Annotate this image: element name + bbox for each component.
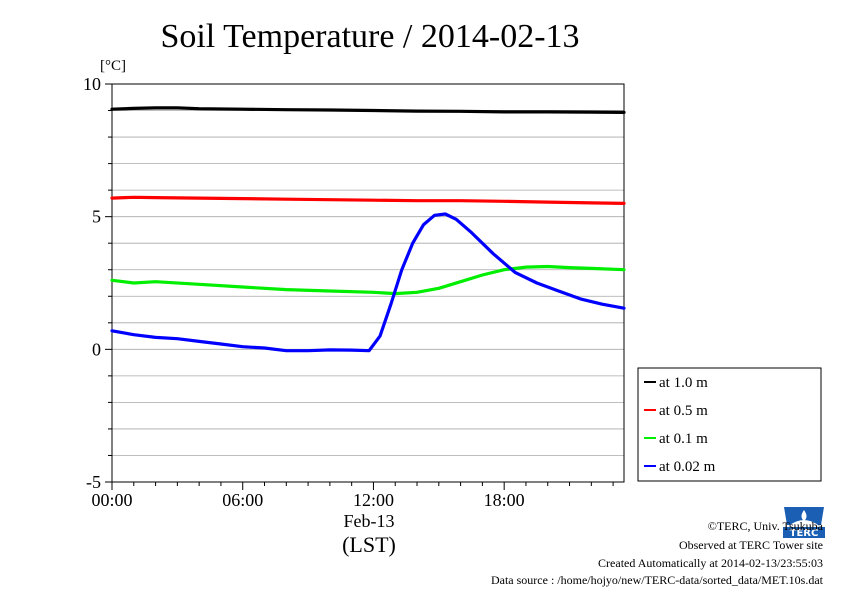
legend-box: [637, 367, 822, 482]
legend-label: at 0.1 m: [659, 431, 708, 447]
x-date-label: Feb-13: [344, 511, 395, 531]
series-line: [110, 106, 626, 115]
series-lines: [110, 106, 626, 353]
axes: 10 5 0 -500:00 06:00 12:00 18:00: [83, 74, 614, 510]
legend-label: at 0.5 m: [659, 403, 708, 419]
site-text: Observed at TERC Tower site: [678, 538, 823, 552]
data-source-text: Data source : /home/hojyo/new/TERC-data/…: [490, 573, 823, 587]
plot-area-frame: [111, 83, 625, 483]
legend-label: at 1.0 m: [659, 375, 708, 391]
legend-label: at 0.02 m: [659, 459, 716, 475]
y-tick-label: 5: [92, 207, 101, 227]
series-line: [110, 195, 626, 205]
chart-title: Soil Temperature / 2014-02-13: [160, 18, 579, 55]
y-tick-label: -5: [86, 472, 101, 492]
y-tick-label: 10: [83, 74, 101, 94]
terc-logo: TERC: [781, 505, 827, 539]
x-tick-label: 12:00: [353, 490, 394, 510]
legend: at 1.0 m at 0.5 m at 0.1 m at 0.02 m: [644, 375, 716, 475]
created-text: Created Automatically at 2014-02-13/23:5…: [598, 556, 823, 570]
x-axis-label: (LST): [342, 532, 396, 557]
series-line: [110, 264, 626, 296]
y-unit-label: [°C]: [100, 58, 126, 74]
x-tick-label: 06:00: [222, 490, 263, 510]
x-tick-label: 18:00: [484, 490, 525, 510]
y-tick-label: 0: [92, 339, 101, 359]
series-line: [110, 212, 626, 353]
x-tick-label: 00:00: [91, 490, 132, 510]
logo-text: TERC: [790, 528, 819, 539]
copyright-text: ©TERC, Univ. Tsukuba: [707, 519, 823, 533]
